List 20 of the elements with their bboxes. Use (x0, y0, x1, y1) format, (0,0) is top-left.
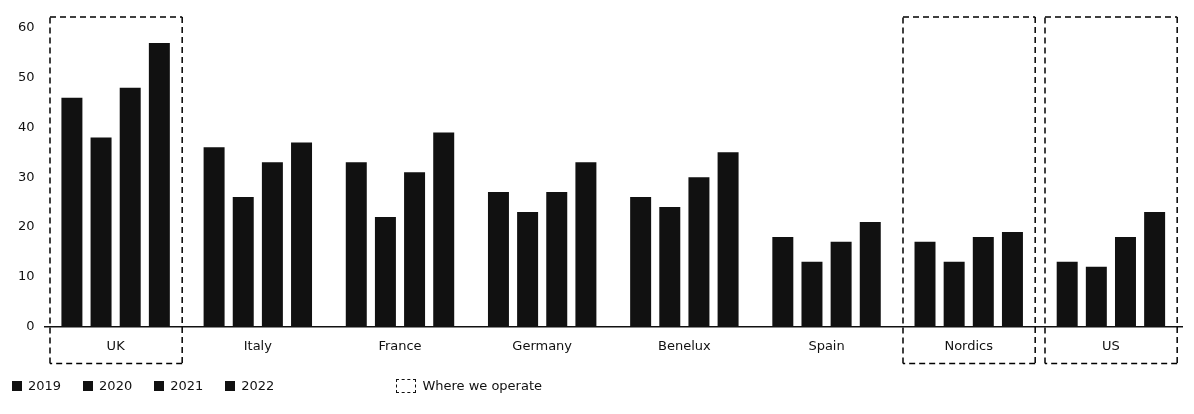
y-tick-label: 0 (26, 317, 35, 333)
y-tick-label: 40 (18, 118, 35, 134)
x-tick-label: France (378, 337, 422, 353)
x-tick-label: Benelux (658, 337, 712, 353)
legend-label: 2022 (241, 378, 275, 393)
legend-label: 2021 (170, 378, 204, 393)
x-tick-label: US (1102, 337, 1120, 353)
y-tick-label: 50 (18, 69, 35, 85)
legend-label: 2019 (28, 378, 62, 393)
y-tick-label: 60 (18, 19, 35, 35)
x-tick-label: Italy (243, 337, 273, 353)
legend-label: 2020 (99, 378, 133, 393)
x-tick-label: Germany (512, 337, 573, 353)
x-tick-label: Spain (808, 337, 845, 353)
x-tick-label: Nordics (944, 337, 994, 353)
y-tick-label: 30 (18, 168, 35, 184)
y-tick-label: 10 (18, 268, 35, 284)
x-tick-label: UK (106, 337, 126, 353)
y-tick-label: 20 (18, 218, 35, 234)
text: Where we operate (422, 378, 543, 393)
